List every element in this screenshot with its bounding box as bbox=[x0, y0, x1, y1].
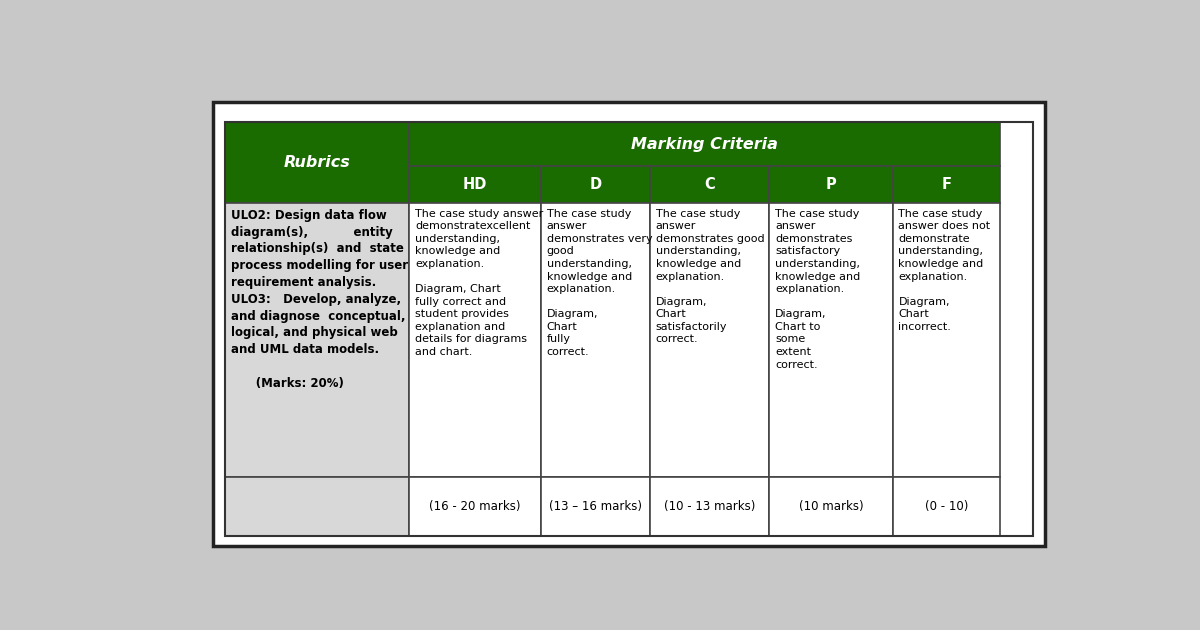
Bar bbox=[541, 203, 650, 477]
Text: P: P bbox=[826, 177, 836, 192]
Text: The case study
answer
demonstrates good
understanding,
knowledge and
explanation: The case study answer demonstrates good … bbox=[655, 209, 764, 345]
Bar bbox=[769, 477, 893, 536]
Text: Rubrics: Rubrics bbox=[284, 155, 350, 170]
Bar bbox=[650, 477, 769, 536]
Text: C: C bbox=[704, 177, 715, 192]
Bar bbox=[893, 166, 1001, 203]
Bar bbox=[214, 102, 1045, 546]
Bar bbox=[769, 203, 893, 477]
Text: ULO2: Design data flow
diagram(s),           entity
relationship(s)  and  state
: ULO2: Design data flow diagram(s), entit… bbox=[230, 209, 408, 390]
Bar bbox=[650, 166, 769, 203]
Bar bbox=[226, 122, 409, 203]
Bar bbox=[541, 166, 650, 203]
Bar bbox=[893, 203, 1001, 477]
Text: The case study
answer
demonstrates
satisfactory
understanding,
knowledge and
exp: The case study answer demonstrates satis… bbox=[775, 209, 860, 370]
Text: HD: HD bbox=[463, 177, 487, 192]
Bar bbox=[541, 477, 650, 536]
Bar bbox=[769, 166, 893, 203]
Bar bbox=[409, 477, 541, 536]
Bar bbox=[409, 166, 541, 203]
Bar bbox=[409, 203, 541, 477]
Bar bbox=[893, 477, 1001, 536]
Text: (10 - 13 marks): (10 - 13 marks) bbox=[664, 500, 755, 513]
Bar bbox=[226, 203, 409, 477]
Text: The case study
answer
demonstrates very
good
understanding,
knowledge and
explan: The case study answer demonstrates very … bbox=[546, 209, 652, 357]
Text: F: F bbox=[942, 177, 952, 192]
Text: The case study answer
demonstratexcellent
understanding,
knowledge and
explanati: The case study answer demonstratexcellen… bbox=[415, 209, 544, 357]
Text: The case study
answer does not
demonstrate
understanding,
knowledge and
explanat: The case study answer does not demonstra… bbox=[899, 209, 991, 332]
Text: (0 - 10): (0 - 10) bbox=[925, 500, 968, 513]
Bar bbox=[226, 477, 409, 536]
Bar bbox=[409, 122, 1001, 166]
Text: (16 - 20 marks): (16 - 20 marks) bbox=[430, 500, 521, 513]
Text: Marking Criteria: Marking Criteria bbox=[631, 137, 779, 152]
Text: (10 marks): (10 marks) bbox=[799, 500, 864, 513]
Text: D: D bbox=[589, 177, 601, 192]
Text: (13 – 16 marks): (13 – 16 marks) bbox=[548, 500, 642, 513]
Bar bbox=[650, 203, 769, 477]
Bar bbox=[226, 122, 1032, 537]
